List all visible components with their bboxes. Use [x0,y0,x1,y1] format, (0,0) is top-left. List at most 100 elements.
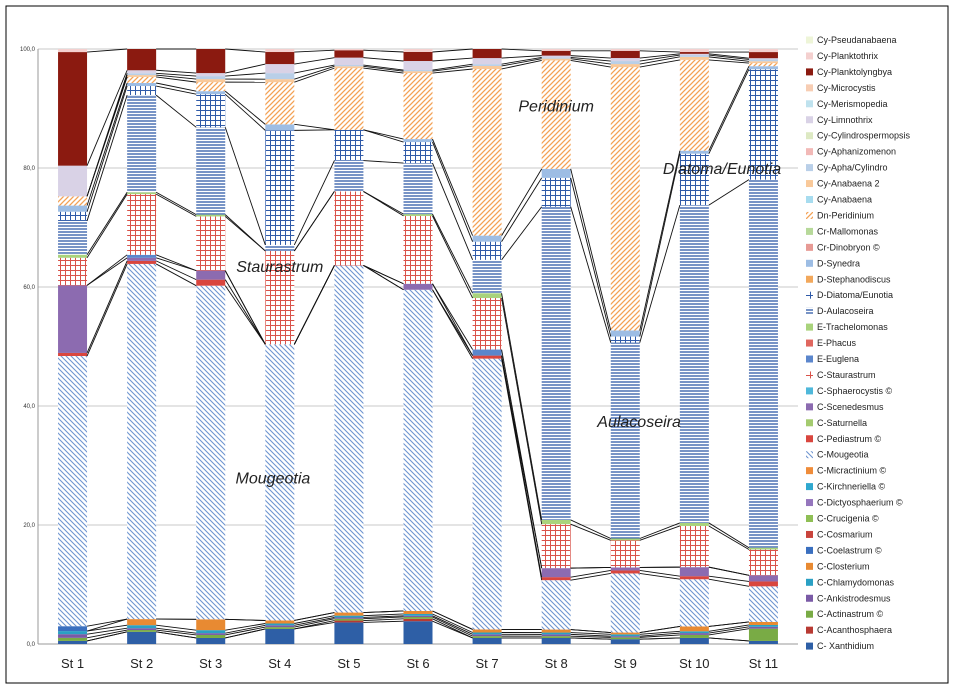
bar-segment [265,130,295,245]
bar-segment [403,215,433,284]
connector-line [294,67,335,83]
connector-line [363,610,404,614]
connector-line [708,59,749,64]
connector-line [570,637,611,640]
connector-line [639,570,680,577]
bar-segment [403,139,433,143]
connector-line [363,49,404,53]
connector-line [570,629,611,633]
legend-swatch [806,116,813,124]
bar-segment [748,621,778,625]
connector-line [363,129,404,140]
bar-segment [679,567,709,577]
bar-segment [748,581,778,587]
connector-line [639,53,680,59]
bar-segment [541,577,571,581]
legend-label: Cy-Anabaena 2 [817,179,880,189]
connector-line [294,57,335,65]
connector-line [432,65,473,72]
legend-label: C-Sphaerocystis © [817,386,893,396]
x-category-label: St 2 [130,656,153,671]
legend-label: Cy-Planktolyngbya [817,67,892,77]
y-axis-ticks: 0,0 20,0 40,0 60,0 80,0 100,0 [20,47,36,648]
bar-segment [541,568,571,578]
x-category-label: St 4 [268,656,291,671]
bar-segment [403,621,433,644]
connector-line [293,265,335,345]
connector-line [501,58,542,67]
bar-segment [472,235,502,242]
bar-segment [58,285,88,353]
legend-swatch [806,451,813,459]
legend-swatch [806,211,813,219]
bar-segment [610,632,640,635]
bar-segment [265,82,295,125]
connector-line [294,612,335,621]
connector-line [294,617,335,626]
connector-line [708,621,750,627]
bar-segment [541,50,571,56]
connector-line [501,168,543,236]
connector-line [432,141,474,242]
connector-line [432,615,473,635]
legend-swatch [806,578,813,586]
bar-segment [127,75,157,77]
connector-line [501,293,543,521]
bar-segment [541,636,571,638]
connector-line [570,570,611,578]
bar-segment [748,547,778,550]
connector-line [570,58,611,65]
connector-line [156,629,197,636]
legend-label: C-Mougeotia [817,450,869,460]
connector-line [225,63,266,74]
bar-segment [610,540,640,568]
bar-segment [196,91,226,95]
connector-line [155,260,197,281]
legend-swatch [806,339,813,347]
connector-line [708,575,750,582]
connector-line [224,214,266,252]
connector-line [86,192,128,255]
connector-line [432,48,473,53]
connector-line [294,49,335,53]
bar-segment [679,525,709,568]
legend-label: C-Actinastrum © [817,609,884,619]
bar-segment [196,214,226,217]
bar-segment [610,50,640,59]
bar-segment [127,73,157,76]
x-category-label: St 1 [61,656,84,671]
x-category-label: St 8 [545,656,568,671]
bar-segment [610,342,640,539]
legend-label: C-Crucigenia © [817,514,879,524]
annotation-label: Peridinium [518,98,594,115]
bar-segment [541,629,571,633]
connector-line [86,95,128,222]
bar-segment [334,50,364,58]
connector-line [363,65,404,72]
bar-segment [610,567,640,571]
bar-segment [679,52,709,54]
bar-segment [403,613,433,616]
bar-segment [58,352,88,357]
connector-line [294,620,335,630]
bar-segment [472,68,502,236]
bar-segment [334,265,364,613]
connector-line [570,206,612,343]
connector-line [501,177,543,242]
bar-segment [334,618,364,621]
bar-segment [403,289,433,611]
connector-line [639,205,681,343]
bar-segment [196,49,226,74]
connector-line [363,615,404,618]
legend-label: C-Acanthosphaera [817,625,892,635]
connector-line [639,56,680,65]
connector-line [570,566,611,569]
bar-segment [679,53,709,56]
bar-segment [334,620,364,623]
connector-line [225,623,266,631]
connector-line [708,54,750,60]
bar-segment [58,356,88,627]
legend-label: E-Trachelomonas [817,322,888,332]
bar-segment [334,66,364,69]
bar-segment [196,279,226,286]
